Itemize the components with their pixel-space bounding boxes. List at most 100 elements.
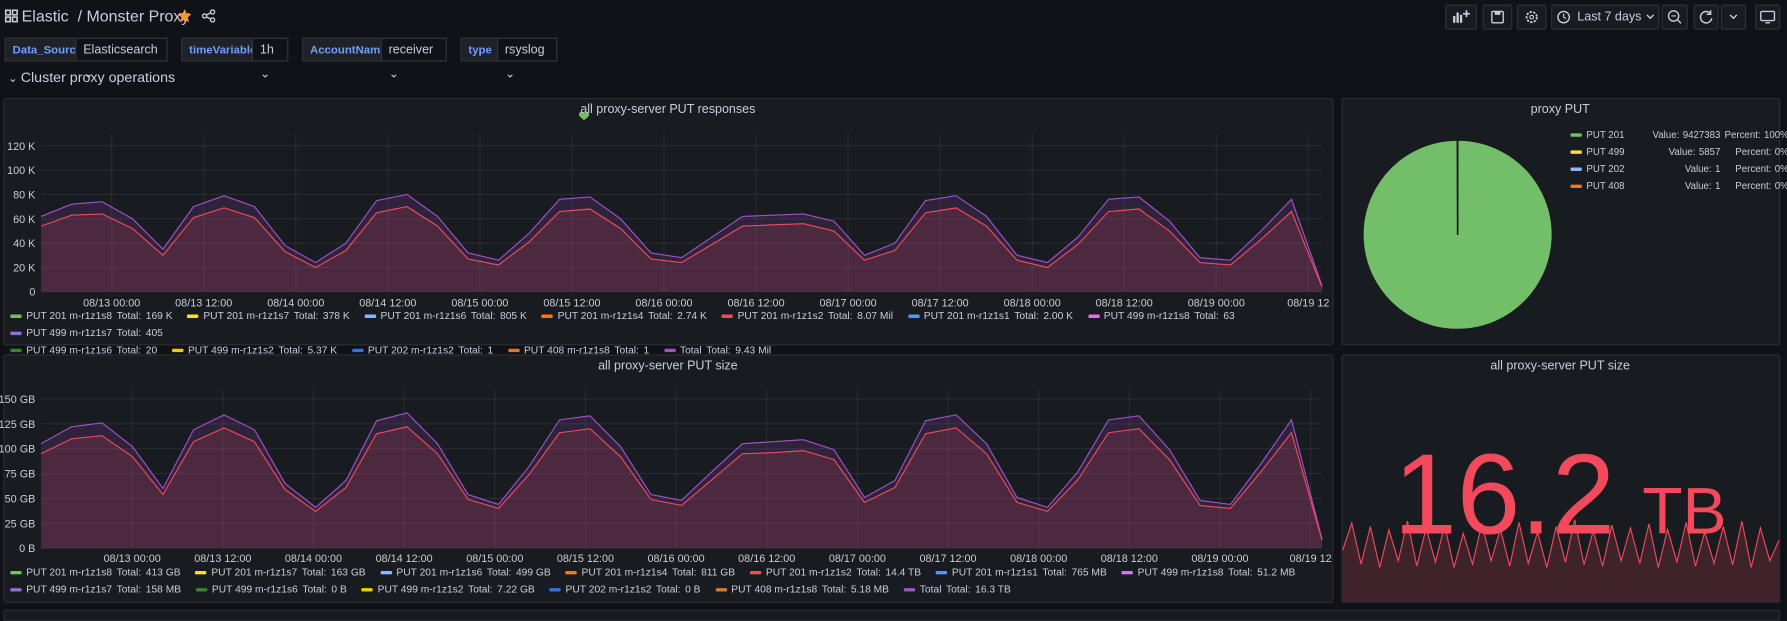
x-tick-label: 08/14 00:00 (285, 553, 342, 565)
legend-swatch (1570, 133, 1581, 136)
panel-title: all proxy-server PUT size (1490, 358, 1630, 372)
y-tick-label: 20 K (13, 262, 36, 274)
series-area (41, 207, 1322, 292)
legend-total-label: Total: (302, 564, 327, 581)
legend-name: PUT 408 m-r1z1s8 (731, 581, 817, 598)
legend-total: 765 MB (1071, 564, 1106, 581)
legend-total: 8.07 Mil (857, 308, 893, 325)
legend-name: PUT 499 m-r1z1s8 (1138, 564, 1224, 581)
legend-name: PUT 499 (1586, 144, 1652, 161)
legend-swatch (10, 349, 21, 352)
legend-total-label: Total: (828, 308, 853, 325)
legend-total: 9.43 Mil (735, 342, 771, 359)
x-tick-label: 08/14 12:00 (376, 553, 433, 565)
legend-value-label: Value: (1669, 146, 1696, 157)
legend-swatch (908, 315, 919, 318)
legend-total: 16.3 TB (975, 581, 1011, 598)
y-tick-label: 0 (29, 287, 35, 299)
legend-total-label: Total: (302, 581, 327, 598)
legend-total: 5.37 K (307, 342, 337, 359)
x-tick-label: 08/18 00:00 (1010, 553, 1067, 565)
legend-total: 378 K (323, 308, 350, 325)
legend-swatch (362, 588, 373, 591)
legend-total-label: Total: (672, 564, 697, 581)
legend-name: PUT 408 m-r1z1s8 (524, 342, 610, 359)
legend-name: PUT 499 m-r1z1s7 (26, 325, 112, 342)
legend-percent-label: Percent: (1725, 129, 1761, 140)
legend-total: 811 GB (701, 564, 735, 581)
y-tick-label: 100 GB (0, 444, 35, 456)
stat-value: 16.2 (1393, 431, 1615, 558)
legend-total-label: Total: (278, 342, 303, 359)
legend-swatch (722, 315, 733, 318)
legend-value: Value:1 (1653, 161, 1721, 178)
legend-total: 0 B (685, 581, 700, 598)
y-tick-label: 125 GB (0, 419, 35, 431)
legend-name: PUT 201 m-r1z1s7 (203, 308, 289, 325)
legend-percent-number: 100% (1764, 129, 1787, 140)
legend-total-label: Total: (117, 342, 142, 359)
legend-percent-number: 0% (1775, 163, 1787, 174)
legend-total-label: Total: (614, 342, 639, 359)
legend-name: PUT 201 m-r1z1s4 (558, 308, 644, 325)
legend-value-label: Value: (1685, 180, 1712, 191)
legend-total-label: Total: (706, 342, 731, 359)
legend-swatch (1570, 168, 1581, 171)
legend-name: PUT 499 m-r1z1s8 (1104, 308, 1190, 325)
legend-total: 805 K (500, 308, 527, 325)
legend-total-label: Total: (117, 581, 142, 598)
legend-name: PUT 201 m-r1z1s8 (26, 308, 112, 325)
legend-name: PUT 202 (1586, 161, 1652, 178)
legend-swatch (1570, 150, 1581, 153)
legend-percent: Percent:0% (1720, 144, 1787, 161)
legend-swatch (1088, 315, 1099, 318)
legend-swatch (172, 349, 183, 352)
series-area (41, 427, 1322, 548)
legend-total: 1 (643, 342, 649, 359)
legend-total-label: Total: (468, 581, 493, 598)
legend-swatch (566, 571, 577, 574)
panel-title: all proxy-server PUT size (598, 358, 738, 372)
legend-total: 51.2 MB (1257, 564, 1295, 581)
legend-total: 158 MB (146, 581, 181, 598)
legend-value-label: Value: (1685, 163, 1712, 174)
x-tick-label: 08/15 12:00 (557, 553, 614, 565)
legend-name: PUT 202 m-r1z1s2 (368, 342, 454, 359)
legend-total: 163 GB (331, 564, 366, 581)
legend-name: PUT 201 m-r1z1s2 (766, 564, 852, 581)
legend-swatch (196, 588, 207, 591)
legend-percent-label: Percent: (1735, 163, 1771, 174)
x-tick-label: 08/19 12 (1290, 553, 1332, 565)
stat-unit: TB (1642, 474, 1726, 548)
legend-name: PUT 408 (1586, 178, 1652, 195)
x-tick-label: 08/15 00:00 (466, 553, 523, 565)
legend-total-label: Total: (1228, 564, 1253, 581)
